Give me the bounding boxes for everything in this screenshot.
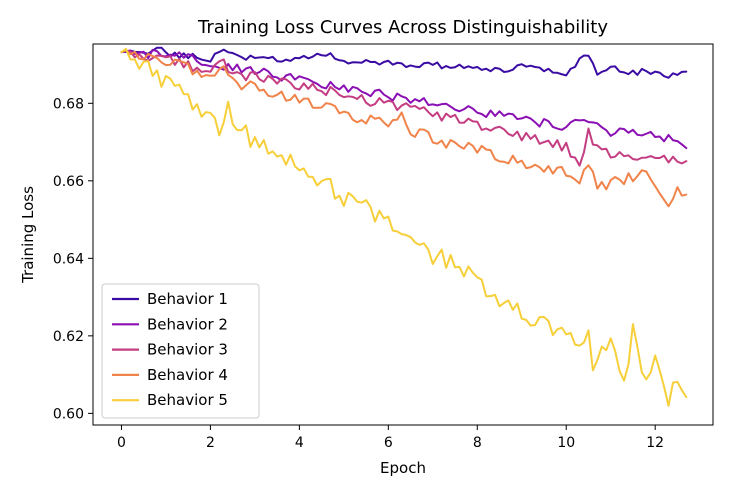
series-line-behavior-2 [120, 48, 688, 150]
y-tick-label: 0.62 [53, 329, 84, 345]
y-tick-label: 0.60 [53, 406, 84, 422]
x-tick-label: 0 [117, 435, 126, 451]
legend-label-behavior-3: Behavior 3 [147, 341, 228, 359]
plot-frame [92, 43, 714, 426]
series-layer [120, 46, 688, 407]
y-axis: 0.60 0.62 0.64 0.66 0.68 [53, 96, 93, 422]
legend-label-behavior-1: Behavior 1 [147, 290, 228, 308]
x-tick-label: 8 [473, 435, 482, 451]
y-axis-label: Training Loss [19, 186, 37, 284]
legend-label-behavior-2: Behavior 2 [147, 315, 228, 333]
x-tick-label: 4 [295, 435, 304, 451]
y-tick-label: 0.64 [53, 251, 84, 267]
series-line-behavior-4 [120, 49, 688, 208]
x-tick-label: 6 [384, 435, 393, 451]
chart-title: Training Loss Curves Across Distinguisha… [197, 17, 608, 38]
series-line-behavior-3 [120, 49, 688, 167]
x-axis-label: Epoch [380, 459, 426, 477]
x-tick-label: 2 [206, 435, 215, 451]
series-line-behavior-1 [120, 46, 688, 79]
y-tick-label: 0.68 [53, 96, 84, 112]
y-tick-label: 0.66 [53, 174, 84, 190]
legend-label-behavior-5: Behavior 5 [147, 391, 228, 409]
legend-frame [101, 283, 260, 419]
series-line-behavior-5 [120, 47, 688, 407]
x-axis: 0 2 4 6 8 10 12 [117, 425, 664, 451]
legend: Behavior 1 Behavior 2 Behavior 3 Behavior 4… [101, 283, 260, 419]
x-tick-label: 10 [557, 435, 575, 451]
legend-label-behavior-4: Behavior 4 [147, 366, 228, 384]
x-tick-label: 12 [646, 435, 664, 451]
